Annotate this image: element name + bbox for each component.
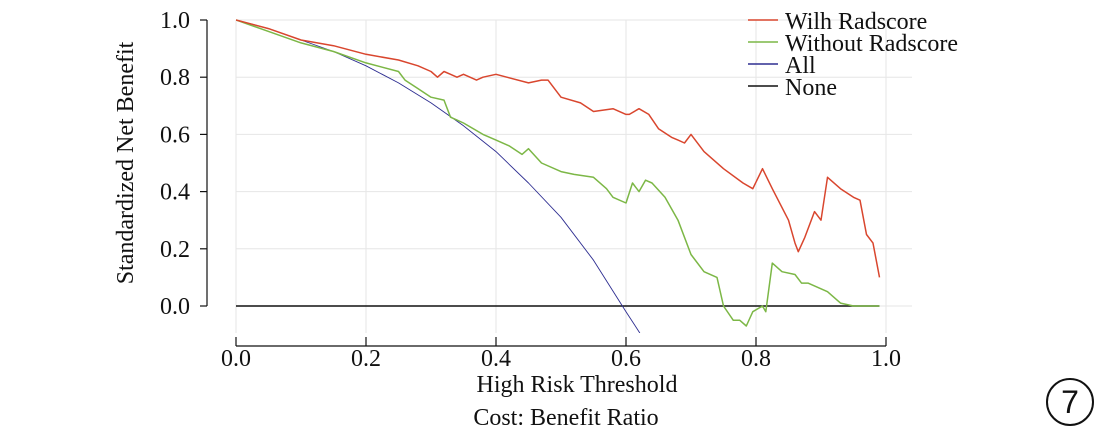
x-tick-label: 1.0: [871, 346, 901, 372]
y-axis-label: Standardized Net Benefit: [113, 41, 139, 284]
legend-label-without-radscore: Without Radscore: [785, 31, 958, 57]
series-line-without-radscore: [236, 19, 880, 327]
x-tick-label: 0.6: [611, 346, 641, 372]
x-axis-secondary-label: Cost: Benefit Ratio: [473, 405, 658, 431]
x-tick-label: 0.8: [741, 346, 771, 372]
series-line-wilh-radscore: [236, 19, 881, 278]
y-tick-label: 0.4: [160, 180, 190, 206]
y-tick-label: 0.0: [160, 294, 190, 320]
figure-number-badge: 7: [1046, 378, 1094, 426]
legend-label-wilh-radscore: Wilh Radscore: [785, 9, 927, 35]
y-tick-label: 0.2: [160, 237, 190, 263]
x-axis-label: High Risk Threshold: [477, 372, 678, 398]
legend-label-all: All: [785, 53, 816, 79]
legend-label-none: None: [785, 75, 837, 101]
x-tick-label: 0.0: [221, 346, 251, 372]
y-tick-label: 0.8: [160, 65, 190, 91]
x-tick-label: 0.4: [481, 346, 511, 372]
y-tick-label: 0.6: [160, 122, 190, 148]
series-line-all: [236, 19, 641, 333]
x-tick-label: 0.2: [351, 346, 381, 372]
y-tick-label: 1.0: [160, 8, 190, 34]
